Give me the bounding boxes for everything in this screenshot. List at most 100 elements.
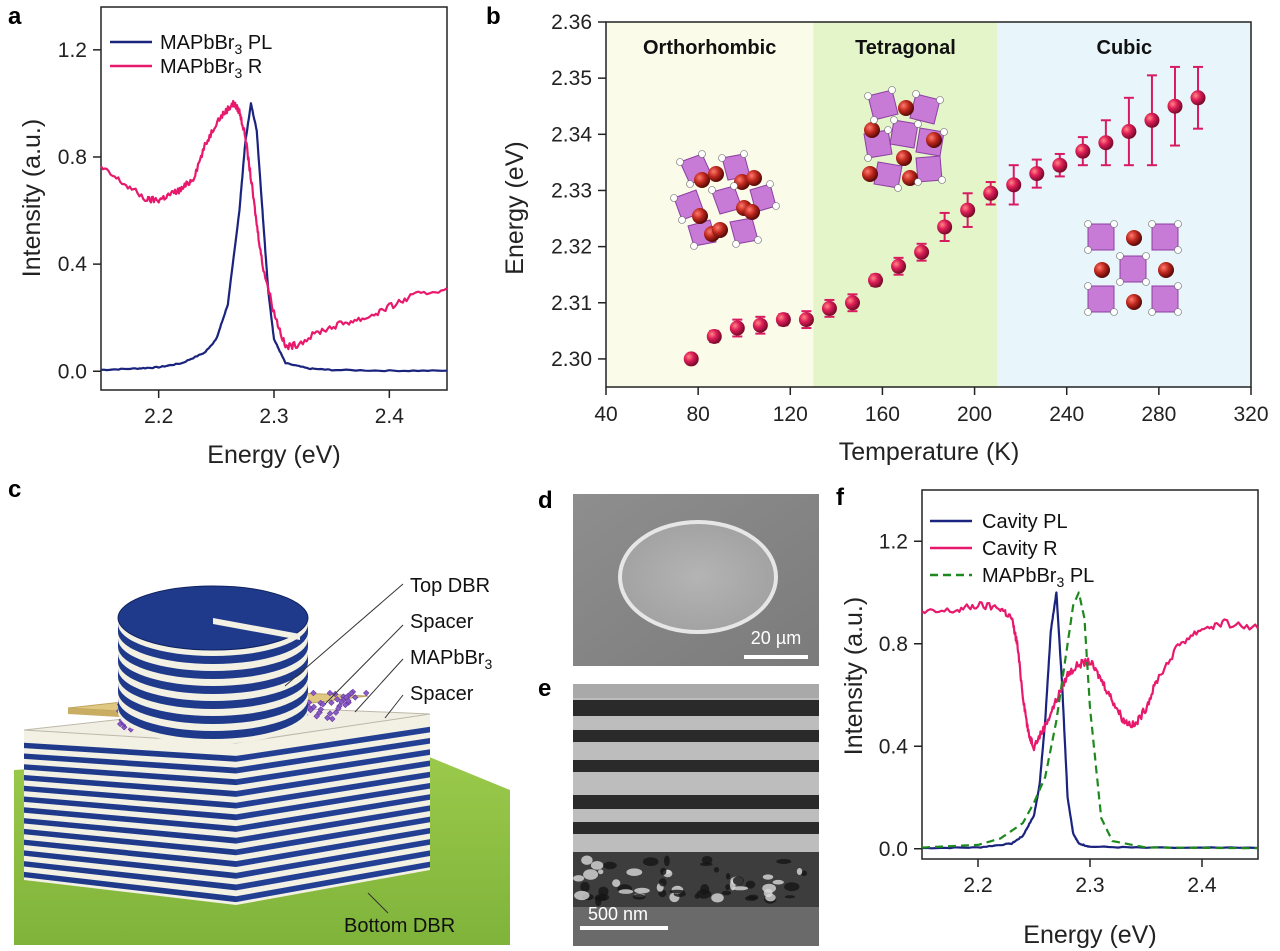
data-point [868, 272, 884, 288]
tem-grain [603, 861, 617, 870]
data-point [1121, 124, 1137, 139]
tem-grain [612, 879, 621, 887]
tem-grain [762, 874, 774, 880]
x-ticks: 2.2 2.3 2.4 [963, 859, 1217, 897]
panel-letter-c: c [8, 476, 21, 503]
x-ticks: 40 80 120 160 200 240 280 320 [594, 387, 1269, 426]
tem-grain [732, 886, 749, 891]
tem-dark-band [573, 730, 819, 742]
bottom-dbr-layer [236, 827, 430, 867]
perovskite-crystal [329, 715, 336, 723]
y-tick-label: 0.4 [879, 735, 909, 758]
tem-grain [665, 869, 671, 874]
tem-grain [763, 888, 773, 898]
bottom-dbr-layer [236, 861, 430, 903]
tem-grain [711, 893, 724, 903]
plot-area [100, 99, 448, 373]
label-top-dbr: Top DBR [410, 575, 490, 597]
tem-grain [732, 876, 744, 886]
perovskite-crystal [310, 703, 317, 711]
tem-grain [745, 880, 756, 889]
series-line-0 [921, 591, 1259, 850]
bottom-dbr-layer [24, 828, 236, 856]
tem-grain [725, 873, 731, 880]
tem-grain [772, 879, 784, 885]
tem-grain [594, 895, 607, 901]
y-axis-title: Energy (eV) [501, 141, 529, 274]
bottom-dbr-layer [236, 850, 430, 891]
tem-dark-band [573, 822, 819, 834]
data-point [914, 244, 930, 260]
bottom-dbr-layer [236, 771, 430, 809]
perovskite-crystal [332, 709, 340, 716]
label-spacer-top: Spacer [410, 611, 474, 633]
y-tick-label: 2.33 [551, 179, 592, 202]
tem-grain [796, 868, 803, 875]
series-line-0 [100, 102, 448, 373]
panel-c: c Top DBR S [8, 476, 510, 945]
y-tick-label: 0.8 [58, 146, 87, 169]
perovskite-crystal [345, 697, 352, 704]
series-line-2 [921, 591, 1258, 850]
label-spacer-bottom: Spacer [410, 683, 474, 705]
bottom-dbr-layer [24, 839, 236, 867]
tem-grain [701, 856, 713, 864]
tem-grain [590, 861, 604, 870]
bottom-dbr-layer [236, 794, 430, 832]
tem-grain [632, 894, 646, 900]
perovskite-crystal [310, 689, 317, 697]
perovskite-crystal [326, 710, 334, 717]
bottom-dbr-layer [24, 796, 236, 821]
bottom-dbr-layer [24, 742, 236, 762]
phase-regions: Orthorhombic Tetragonal Cubic [606, 22, 1251, 387]
tetragonal-structure-image [862, 86, 948, 192]
bottom-dbr-layer [236, 816, 430, 856]
y-tick-label: 0.0 [879, 838, 908, 861]
data-point [1098, 135, 1114, 151]
bottom-dbr-layer [236, 782, 430, 821]
perovskite-crystal [328, 699, 335, 706]
perovskite-crystal [335, 705, 342, 712]
y-tick-label: 0.0 [58, 360, 87, 383]
phase-region-cubic [997, 22, 1251, 387]
series-line-1 [921, 600, 1259, 752]
bottom-dbr-layer [24, 753, 236, 774]
tem-grain [669, 889, 685, 894]
top-dbr-layer [118, 699, 308, 739]
data-point [1144, 112, 1160, 128]
plot-frame [605, 21, 1252, 388]
tem-grain [573, 875, 585, 882]
tem-scalebar-label: 500 nm [588, 904, 648, 924]
x-tick-label: 2.2 [144, 405, 173, 428]
tem-grain [696, 889, 712, 899]
data-point [960, 202, 976, 218]
data-point [775, 312, 791, 328]
dbr-cavity-schematic [14, 585, 510, 945]
top-dbr-layer [118, 669, 308, 709]
tem-grain [745, 896, 758, 901]
tem-grain [598, 869, 604, 875]
panel-a: a 2.2 2.3 2.4 0.0 0.4 0.8 1.2 Energy (eV) Int… [8, 3, 448, 469]
tem-grain [581, 855, 593, 865]
panel-d: d 20 µm [538, 487, 819, 666]
tem-grain [658, 878, 667, 887]
x-tick-label: 280 [1141, 403, 1176, 426]
legend-label-r: MAPbBr3 R [160, 56, 262, 81]
data-point [937, 219, 953, 235]
bottom-dbr-layer [24, 807, 236, 832]
perovskite-crystal [363, 689, 370, 697]
y-tick-label: 2.31 [551, 292, 592, 315]
data-point [821, 300, 837, 316]
data-point [1029, 166, 1045, 182]
x-tick-label: 2.3 [259, 405, 288, 428]
bottom-dbr-layer [24, 764, 236, 786]
tem-grain [713, 867, 720, 873]
x-tick-label: 2.4 [1187, 874, 1217, 897]
x-tick-label: 200 [957, 403, 992, 426]
series-line-1 [100, 99, 448, 351]
perovskite-crystal [317, 706, 324, 713]
y-ticks: 0.0 0.4 0.8 1.2 [58, 39, 101, 383]
tem-grain [574, 890, 590, 901]
tem-grain [660, 867, 667, 876]
x-ticks: 2.2 2.3 2.4 [144, 390, 404, 428]
